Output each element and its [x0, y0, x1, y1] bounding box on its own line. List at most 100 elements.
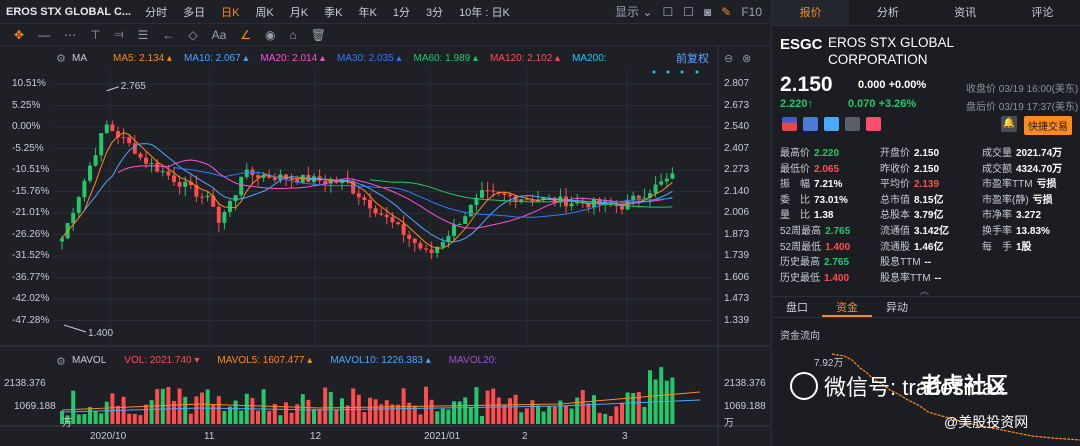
- camera-icon[interactable]: ◙: [704, 4, 712, 19]
- lightning-icon[interactable]: [803, 117, 818, 131]
- detail-tab[interactable]: 资金: [822, 297, 872, 317]
- fibonacci-tool-icon[interactable]: ☰: [137, 27, 149, 42]
- pencil-icon[interactable]: ✎: [721, 4, 732, 19]
- f10-button[interactable]: F10: [741, 4, 762, 19]
- candle-body: [631, 195, 636, 200]
- period-tab[interactable]: 多日: [183, 6, 206, 19]
- brand-watermark: 老虎社区: [920, 373, 1009, 398]
- candle-body: [502, 193, 507, 195]
- wechat-logo-icon: [790, 372, 818, 400]
- detail-tab[interactable]: 异动: [886, 302, 908, 314]
- range-selector[interactable]: 10年 : 日K: [459, 6, 510, 19]
- display-label: 显示: [615, 5, 640, 19]
- period-tab[interactable]: 日K: [221, 6, 240, 19]
- symbol-selector[interactable]: EROS STX GLOBAL C...: [6, 6, 131, 18]
- lock-icon[interactable]: ⌂: [289, 27, 297, 42]
- volume-bar: [530, 400, 535, 424]
- quote-tabs: 报价 分析 资讯 评论: [772, 0, 1080, 26]
- chart-toolbar: EROS STX GLOBAL C... 分时 多日 日K 周K 月K 季K 年K 1分 3分 …: [0, 0, 770, 24]
- multi-line-tool-icon[interactable]: ⋯: [64, 27, 77, 42]
- wechat-text: 微信号: tradesmax: [824, 375, 1005, 400]
- stat-label: 昨收价: [880, 163, 910, 175]
- volume-bar: [132, 413, 137, 424]
- volume-bar: [396, 404, 400, 424]
- stat-value: 3.142亿: [914, 226, 950, 237]
- candle-body: [452, 224, 456, 236]
- adjust-toggle[interactable]: 前复权: [676, 53, 709, 65]
- heart-icon[interactable]: [866, 117, 881, 131]
- candle-body: [424, 248, 428, 250]
- period-tab[interactable]: 1分: [392, 6, 410, 19]
- candle-body: [194, 184, 199, 197]
- minimize-icon[interactable]: ⊖: [724, 53, 734, 65]
- tag-icon[interactable]: [824, 117, 839, 131]
- stat-label: 最低价: [780, 163, 810, 175]
- stat-label: 每 手: [982, 241, 1012, 253]
- stat-label: 总市值: [880, 194, 910, 206]
- volume-bar: [127, 413, 132, 424]
- candle-body: [144, 157, 148, 164]
- volume-bar: [536, 405, 540, 424]
- checkbox-icon[interactable]: ☐: [662, 4, 674, 19]
- period-tab[interactable]: 月K: [289, 6, 309, 19]
- volume-bar: [480, 415, 484, 424]
- drawing-toolbar: ✥ — ⋯ ⊤ ⫤ ☰ ← ◇ Aa ∠ ◉ ⌂ 🗑: [0, 24, 770, 46]
- candle-body: [82, 180, 87, 198]
- gear-icon[interactable]: ⚙: [56, 53, 66, 65]
- quote-tab[interactable]: 资讯: [954, 7, 977, 19]
- quick-trade-button[interactable]: 快捷交易: [1024, 116, 1072, 135]
- chevron-down-icon: ⌄: [642, 5, 653, 19]
- gear-icon-volume[interactable]: ⚙: [56, 356, 66, 368]
- mavol5-value: 1607.477: [262, 354, 305, 366]
- quote-tab[interactable]: 评论: [1031, 7, 1054, 19]
- us-flag-icon[interactable]: [782, 117, 797, 131]
- shape-tool-icon[interactable]: ◇: [188, 27, 198, 42]
- eye-icon[interactable]: ◉: [265, 27, 276, 42]
- crosshair-icon[interactable]: ✥: [14, 27, 25, 42]
- expand-chevron-icon[interactable]: ︿: [920, 286, 930, 296]
- trash-icon[interactable]: 🗑: [310, 27, 326, 42]
- stat-value: 1.400: [824, 272, 850, 284]
- volume-bar: [205, 389, 210, 424]
- quote-stat: 总市值 8.15亿: [880, 191, 943, 206]
- display-menu[interactable]: 显示 ⌄: [615, 3, 652, 20]
- stat-label: 开盘价: [880, 148, 910, 159]
- draw-pen-icon[interactable]: ∠: [240, 27, 252, 42]
- x-axis-label: 2021/01: [424, 431, 461, 442]
- quote-tab[interactable]: 报价: [772, 0, 850, 25]
- close-icon[interactable]: ⊗: [742, 53, 752, 65]
- volume-bar: [65, 415, 70, 424]
- candle-body: [172, 175, 176, 183]
- quote-stat: 最低价 2.065: [780, 160, 839, 175]
- period-tab[interactable]: 分时: [145, 6, 168, 19]
- stat-value: 2.150: [914, 148, 940, 159]
- fork-tool-icon[interactable]: ⊤: [90, 27, 101, 42]
- quote-stat: 市盈率(静) 亏损: [982, 191, 1053, 206]
- period-tab[interactable]: 3分: [425, 6, 444, 19]
- volume-bar: [390, 404, 395, 424]
- period-tab[interactable]: 年K: [358, 6, 377, 19]
- quote-stat: 振 幅 7.21%: [780, 175, 842, 190]
- document-icon[interactable]: [845, 117, 860, 131]
- volume-bar: [384, 400, 389, 424]
- checkbox-icon-2[interactable]: ☐: [683, 4, 694, 19]
- parallel-tool-icon[interactable]: ⫤: [114, 27, 124, 41]
- candle-body: [295, 179, 300, 183]
- volume-legend: MAVOL VOL: 2021.740 ▾ MAVOL5: 1607.477 ▴…: [72, 353, 497, 367]
- candle-body: [636, 195, 641, 199]
- volume-bar: [272, 403, 277, 424]
- quote-tab[interactable]: 分析: [876, 7, 899, 19]
- candle-body: [474, 197, 479, 205]
- line-tool-icon[interactable]: —: [38, 27, 51, 42]
- detail-tab[interactable]: 盘口: [786, 302, 808, 314]
- candle-body: [267, 175, 272, 178]
- right-axis-label: 2.807: [724, 78, 750, 89]
- period-tab[interactable]: 季K: [324, 6, 343, 19]
- right-axis-label: 1.873: [724, 228, 750, 240]
- bell-icon[interactable]: 🔔: [1001, 116, 1017, 132]
- period-tab[interactable]: 周K: [255, 6, 274, 19]
- candle-body: [60, 238, 64, 242]
- text-tool-icon[interactable]: Aa: [211, 27, 227, 42]
- volume-bar: [345, 405, 350, 424]
- arrow-tool-icon[interactable]: ←: [162, 27, 175, 42]
